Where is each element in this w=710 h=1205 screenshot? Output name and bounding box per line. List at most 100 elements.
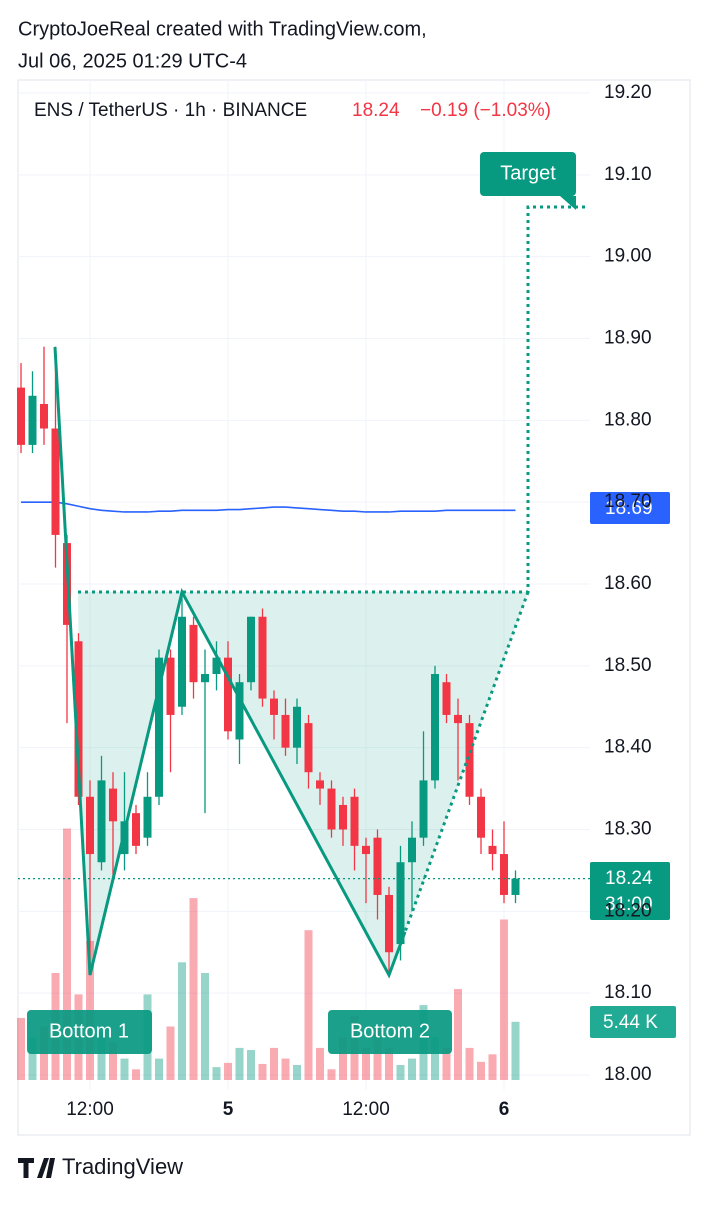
y-tick-label: 18.60 [604,573,652,594]
volume-bar [97,1031,106,1080]
candle-body [235,682,244,740]
volume-bar [477,1061,485,1080]
volume-bar [431,1037,439,1080]
countdown: 31:00 [605,894,653,915]
y-tick-label: 18.00 [604,1064,652,1085]
candle-body [109,788,117,822]
candle-body [454,714,462,724]
candle-body [350,796,359,846]
candle-body [270,698,278,715]
ma-value: 18.69 [605,498,653,519]
volume-bar [408,1058,416,1080]
candle-body [477,796,485,838]
volume-bar [155,1058,163,1080]
candle-body [431,674,439,781]
volume-bar [500,919,508,1080]
volume-bar [316,1047,324,1080]
volume-bar [166,1026,175,1080]
candle-body [281,714,290,748]
bottom1-text: Bottom 1 [49,1020,129,1042]
price-badge: 18.24 31:00 [590,862,670,920]
volume-badge: 5.44 K [590,1006,676,1038]
bottom1-label: Bottom 1 [27,1010,152,1054]
volume-bar [224,1062,232,1080]
last-price: 18.24 [352,100,400,121]
y-tick-label: 19.00 [604,246,652,267]
legend: ENS / TetherUS · 1h · BINANCE 18.24 −0.1… [34,100,551,121]
volume-bar [247,1050,255,1080]
badge [590,1006,676,1038]
y-tick-label: 18.30 [604,819,652,840]
candle-body [442,682,451,715]
candle-body [304,723,313,773]
candle-body [419,780,428,838]
brand: TradingView [62,1154,183,1179]
volume-bar [385,1047,393,1080]
candle-body [293,706,301,748]
target-text: Target [500,162,556,184]
volume-bar [339,1037,347,1080]
bottom2-text: Bottom 2 [350,1020,430,1042]
symbol: ENS / TetherUS · 1h · BINANCE [34,100,307,121]
candle-body [132,813,140,846]
ma-badge: 18.69 [590,492,670,524]
candle-body [511,878,520,895]
volume-bar [178,962,186,1080]
candle-body [86,796,94,855]
pattern-fill [78,592,528,975]
x-tick-label: 12:00 [66,1099,114,1120]
volume-bar [28,1037,37,1080]
y-tick-label: 19.10 [604,164,652,185]
y-tick-label: 18.50 [604,655,652,676]
volume-bar [258,1063,267,1080]
candle-body [51,428,60,535]
candle-body [17,387,25,445]
change: −0.19 (−1.03%) [420,100,551,121]
pattern-lines [53,205,585,979]
volume-bar [293,1065,301,1080]
y-tick-label: 18.10 [604,982,652,1003]
candle-body [339,804,347,830]
x-tick-label: 12:00 [342,1099,390,1120]
candle-body [258,616,267,699]
candle-body [396,862,405,945]
volume-bar [304,930,313,1080]
candle-body [373,837,382,895]
candle-body [28,395,37,445]
target-label: Target [480,152,576,210]
candle-body [488,845,497,855]
label-box [328,1010,452,1054]
candle-body [201,674,209,683]
target-path [78,205,585,594]
y-tick-label: 18.40 [604,737,652,758]
label-box [27,1010,152,1054]
badge [590,862,670,920]
badge [590,492,670,524]
price-value: 18.24 [605,868,653,889]
y-tick-label: 18.20 [604,900,652,921]
candle-body [500,854,508,895]
candle-body [212,657,221,675]
candle-body [316,780,324,789]
candle-body [408,837,416,863]
volume-value: 5.44 K [603,1012,658,1033]
moving-average [21,501,516,513]
volume-bar [465,1047,474,1080]
candle-body [40,403,48,429]
volume-bar [442,1047,451,1080]
author-line: CryptoJoeReal created with TradingView.c… [18,18,427,40]
y-tick-label: 19.20 [604,82,652,103]
candle-body [385,894,393,953]
candle-body [97,780,106,863]
volume-bar [511,1021,520,1080]
volume-bar [362,1047,370,1080]
candle-body [189,624,198,683]
candle-body [155,657,163,797]
y-tick-label: 18.90 [604,328,652,349]
label-box [480,152,576,196]
y-tick-label: 18.70 [604,491,652,512]
volume-bar [270,1047,278,1080]
volume-bar [327,1069,336,1080]
